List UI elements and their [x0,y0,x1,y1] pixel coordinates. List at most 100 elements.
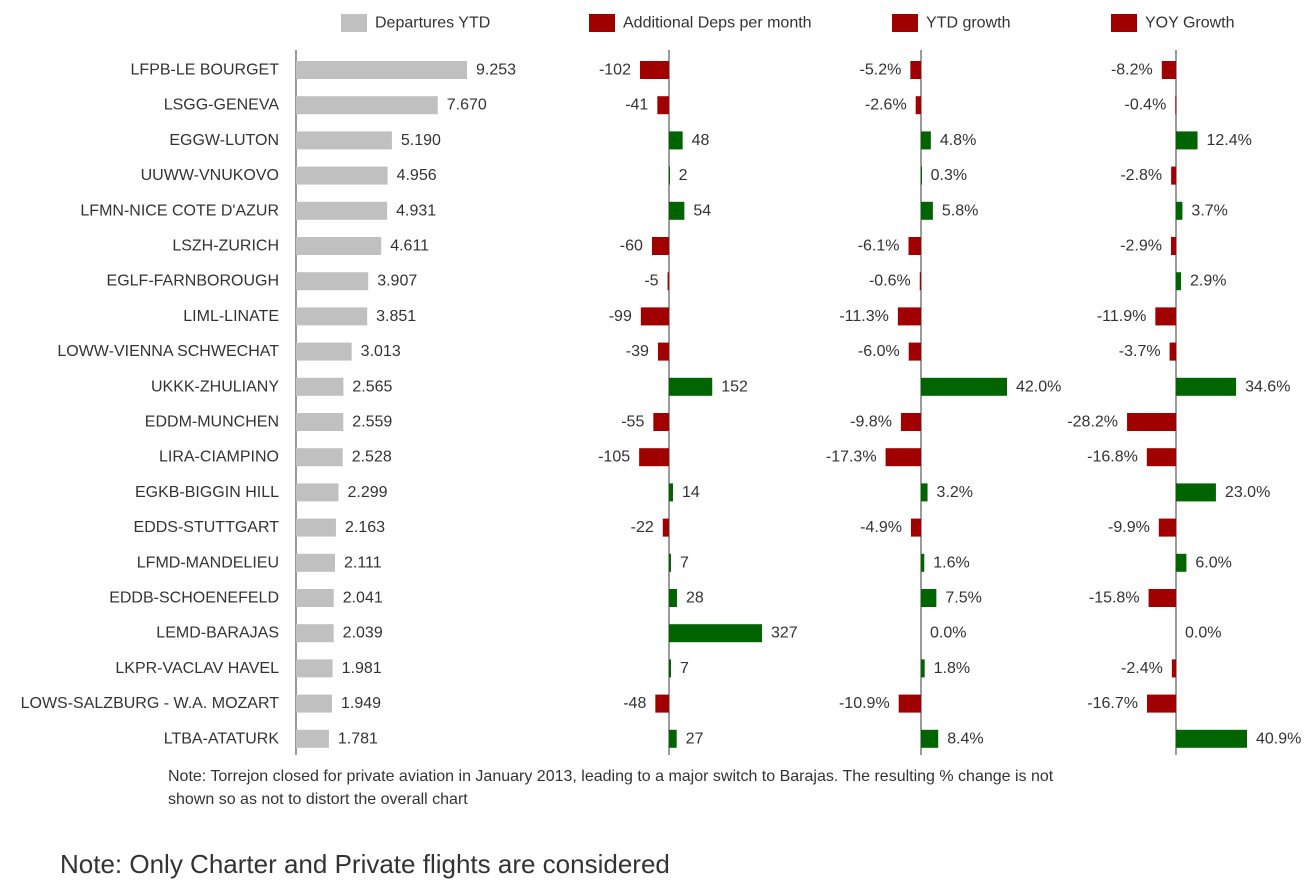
category-label: LFMN-NICE COTE D'AZUR [80,202,279,219]
bar [921,589,937,607]
bar [669,201,685,220]
bar [1146,448,1176,467]
legend-swatch [589,14,615,32]
bar [296,729,329,748]
bar [919,272,921,291]
bar [1176,272,1182,291]
data-label: -60 [620,238,643,255]
bar [669,589,677,607]
bar [669,553,671,572]
data-label: -11.9% [1097,308,1147,325]
data-label: -99 [609,308,632,325]
data-label: 2.163 [345,519,385,536]
data-label: 0.3% [931,167,967,184]
bar [921,377,1007,396]
data-label: 6.0% [1195,554,1231,571]
bar [1148,589,1176,607]
data-label: 327 [771,625,798,642]
bar [669,624,762,643]
data-label: 3.013 [361,343,401,360]
category-label: LSGG-GENEVA [164,97,280,114]
bar [296,483,339,502]
bar [921,483,928,502]
category-label: EGKB-BIGGIN HILL [135,484,279,501]
data-label: 2 [679,167,688,184]
data-label: 0.0% [930,625,966,642]
data-label: 1.6% [933,554,969,571]
bar [669,166,670,185]
bar [296,377,344,396]
data-label: -2.6% [865,97,907,114]
data-label: -48 [623,695,646,712]
bar [910,518,921,537]
bar [1176,201,1183,220]
data-label: 2.559 [352,414,392,431]
bar [667,272,669,291]
category-label: LOWS-SALZBURG - W.A. MOZART [21,695,280,712]
data-label: 2.039 [343,625,383,642]
bar [296,201,388,220]
legend-label: Departures YTD [375,15,490,32]
data-label: 28 [686,590,704,607]
bar [296,307,368,326]
bar [897,307,921,326]
data-label: -9.9% [1108,519,1150,536]
bar [885,448,921,467]
data-label: -55 [621,414,644,431]
bar [1176,483,1216,502]
data-label: 2.9% [1190,273,1226,290]
category-label: LEMD-BARAJAS [156,625,279,642]
data-label: 3.907 [377,273,417,290]
bar [669,483,673,502]
category-label: EDDS-STUTTGART [134,519,280,536]
bar [921,659,925,678]
bar [908,237,921,255]
data-label: 3.7% [1191,202,1227,219]
category-label: LFMD-MANDELIEU [137,554,279,571]
data-label: 42.0% [1016,378,1061,395]
data-label: -41 [625,97,648,114]
data-label: -3.7% [1119,343,1161,360]
data-label: 48 [692,132,710,149]
category-label: UKKK-ZHULIANY [151,378,279,395]
category-label: UUWW-VNUKOVO [141,167,279,184]
bar [657,96,669,115]
data-label: 1.949 [341,695,381,712]
bar [653,413,669,431]
category-label: EGGW-LUTON [169,132,279,149]
legend-swatch [341,14,367,32]
data-label: 7 [680,554,689,571]
category-label: LIRA-CIAMPINO [159,449,279,466]
data-label: 4.8% [940,132,976,149]
legend-label: YOY Growth [1145,15,1235,32]
data-label: -4.9% [860,519,902,536]
data-label: -10.9% [839,695,890,712]
data-label: 3.2% [937,484,973,501]
bar [296,553,336,572]
bar [296,166,388,185]
data-label: 8.4% [947,730,983,747]
bar [921,553,925,572]
data-label: -17.3% [826,449,877,466]
legend-swatch [892,14,918,32]
data-label: 2.299 [347,484,387,501]
bar [296,694,333,713]
data-label: -16.7% [1087,695,1138,712]
bar [296,624,334,643]
legend-label: Additional Deps per month [623,15,812,32]
data-label: 2.565 [352,378,392,395]
bar [1171,659,1176,678]
bar [900,413,921,431]
category-label: LOWW-VIENNA SCHWECHAT [57,343,279,360]
bar [296,659,333,678]
bar [669,729,677,748]
category-label: LSZH-ZURICH [172,238,279,255]
bar [921,166,922,185]
bar [296,413,344,431]
bar [908,342,921,361]
data-label: -11.3% [839,308,889,325]
data-label: 4.931 [396,202,436,219]
bar [1127,413,1176,431]
data-label: 7 [680,660,689,677]
bar [1169,342,1176,361]
